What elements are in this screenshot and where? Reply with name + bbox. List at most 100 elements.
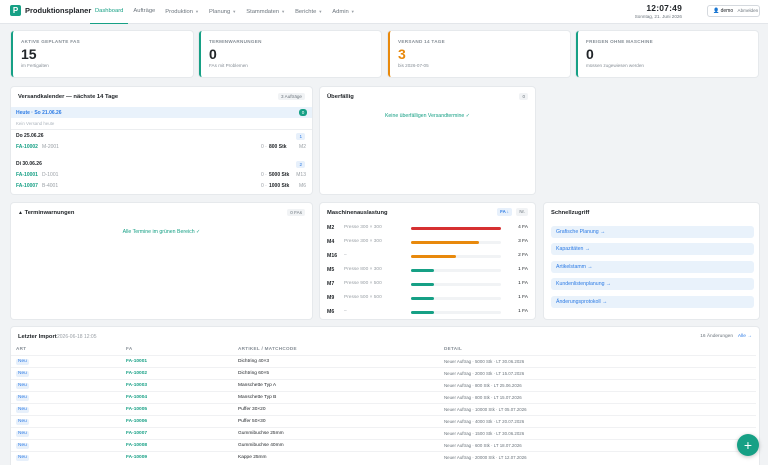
quick-link-kundenlistenplanung[interactable]: Kundenlistenplanung → (551, 278, 754, 290)
table-row[interactable]: Neu FA-10002 Dichtring 60×5 Neuer Auftrag ·… (11, 367, 756, 379)
table-row[interactable]: Neu FA-10001 Dichtring 40×3 Neuer Auftrag ·… (11, 355, 756, 367)
import-date: 2026-06-18 12:05 (57, 334, 97, 340)
machine-row[interactable]: M16 – 2 FA (320, 252, 535, 262)
machine-row[interactable]: M7 Presse 900 × 500 1 FA (320, 280, 535, 290)
fa-link[interactable]: FA-10008 (126, 443, 148, 448)
machine-row[interactable]: M4 Presse 300 × 300 3 FA (320, 238, 535, 248)
day-label: Di 30.06.26 (16, 161, 42, 167)
fa-link[interactable]: FA-10009 (126, 455, 148, 460)
article-code: B-4001 (42, 183, 59, 189)
overdue-card: Überfällig 0 Keine überfälligen Versandt… (320, 87, 535, 194)
nav-dashboard[interactable]: Dashboard (90, 0, 129, 24)
fa-link[interactable]: FA-10004 (126, 395, 148, 400)
table-row[interactable]: Neu FA-10008 Gummibuchse 40mm Neuer Auftrag… (11, 439, 756, 451)
card-title: Versandkalender — nächste 14 Tage (18, 94, 119, 100)
machine-count: 1 FA (518, 309, 528, 314)
fa-link[interactable]: FA-10001 (16, 172, 38, 178)
sort-by-nr-toggle[interactable]: Nr. (516, 208, 528, 216)
today-empty: Kein Versand heute (16, 121, 55, 126)
fa-link[interactable]: FA-10005 (126, 407, 148, 412)
clock-time: 12:07:49 (646, 3, 682, 13)
machine-row[interactable]: M5 Presse 800 × 300 1 FA (320, 266, 535, 276)
quick-link-aenderungsprotokoll[interactable]: Änderungsprotokoll → (551, 296, 754, 308)
machine-row[interactable]: M6 – 1 FA (320, 308, 535, 318)
nav-label: Berichte (295, 9, 317, 15)
warning-icon: ▲ (18, 210, 23, 216)
nav-admin[interactable]: Admin ▼ (327, 0, 359, 24)
kpi-terminwarnungen: TERMINWARNUNGEN 0 FAs mit Problemen (199, 31, 381, 77)
kpi-value: 15 (21, 46, 37, 62)
shipment-row[interactable]: FA-10001 D-1001 0 · 5000 Stk M13 (11, 172, 312, 182)
day-count: 1 (296, 133, 305, 140)
quick-link-kapazitaeten[interactable]: Kapazitäten → (551, 243, 754, 255)
table-row[interactable]: Neu FA-10007 Gummibuchse 25mm Neuer Auftrag… (11, 427, 756, 439)
day-count: 2 (296, 161, 305, 168)
count-badge: 3 Aufträge (278, 93, 305, 100)
load-bar (411, 255, 456, 258)
qty-prefix: 0 · (261, 172, 267, 178)
fa-link[interactable]: FA-10006 (126, 419, 148, 424)
fa-link[interactable]: FA-10002 (126, 371, 148, 376)
chevron-down-icon: ▼ (232, 9, 237, 14)
table-row[interactable]: Neu FA-10005 Puffer 30×20 Neuer Auftrag · 1… (11, 403, 756, 415)
article-name: Kappe 25mm (238, 455, 267, 460)
load-bar (411, 269, 434, 272)
detail-text: Neuer Auftrag · 5000 Stk · LT 30.06.2026 (444, 359, 525, 364)
kpi-value: 0 (209, 46, 217, 62)
quick-link-artikelstamm[interactable]: Artikelstamm → (551, 261, 754, 273)
kpi-sub: bis 2026-07-05 (398, 63, 429, 68)
kpi-sub: FAs mit Problemen (209, 63, 248, 68)
table-row[interactable]: Neu FA-10003 Manschette Typ A Neuer Auftrag… (11, 379, 756, 391)
fa-link[interactable]: FA-10007 (16, 183, 38, 189)
qty-prefix: 0 · (261, 183, 267, 189)
table-row[interactable]: Neu FA-10004 Manschette Typ B Neuer Auftrag… (11, 391, 756, 403)
table-row[interactable]: Neu FA-10006 Puffer 50×30 Neuer Auftrag · 4… (11, 415, 756, 427)
main-nav: Dashboard Aufträge Produktion ▼ Planung ▼ … (90, 0, 360, 24)
nav-produktion[interactable]: Produktion ▼ (160, 0, 204, 24)
add-button[interactable]: + (737, 434, 759, 456)
machine-row[interactable]: M2 Presse 300 × 300 4 FA (320, 224, 535, 234)
quick-link-grafische-planung[interactable]: Grafische Planung → (551, 226, 754, 238)
user-name: demo (720, 8, 734, 14)
logout-link[interactable]: Abmelden (737, 8, 759, 13)
sort-by-fa-toggle[interactable]: FA ↓ (497, 208, 512, 216)
nav-berichte[interactable]: Berichte ▼ (290, 0, 327, 24)
load-bar (411, 241, 479, 244)
kpi-active-fas: AKTIVE GEPLANTE FAS 15 im Fertigalten (11, 31, 193, 77)
article-code: D-1001 (42, 172, 59, 178)
load-bar (411, 297, 434, 300)
machine: M6 (299, 183, 306, 189)
fa-link[interactable]: FA-10003 (126, 383, 148, 388)
shipment-row[interactable]: FA-10002 M-2001 0 · 800 Stk M2 (11, 144, 312, 154)
load-bar-track (411, 283, 501, 286)
machine-id: M5 (327, 267, 335, 273)
article-name: Gummibuchse 25mm (238, 431, 284, 436)
fa-link[interactable]: FA-10002 (16, 144, 38, 150)
load-bar (411, 283, 434, 286)
type-badge: Neu (16, 359, 29, 365)
warnings-empty: Alle Termine im grünen Bereich ✓ (122, 229, 201, 235)
app-logo-icon[interactable]: P (10, 5, 21, 16)
fa-link[interactable]: FA-10001 (126, 359, 148, 364)
detail-text: Neuer Auftrag · 4000 Stk · LT 20.07.2026 (444, 419, 525, 424)
load-bar-track (411, 311, 501, 314)
app-title[interactable]: Produktionsplaner (25, 6, 92, 15)
nav-stammdaten[interactable]: Stammdaten ▼ (241, 0, 290, 24)
kpi-versand: VERSAND 14 TAGE 3 bis 2026-07-05 (388, 31, 570, 77)
card-title: Überfällig (327, 94, 354, 100)
machine-row[interactable]: M9 Presse 500 × 500 1 FA (320, 294, 535, 304)
machine-desc: Presse 900 × 500 (344, 281, 382, 286)
day-label: Do 25.06.26 (16, 133, 44, 139)
user-menu[interactable]: 👤 demo Abmelden (707, 5, 760, 17)
fa-link[interactable]: FA-10007 (126, 431, 148, 436)
machine-desc: Presse 500 × 500 (344, 295, 382, 300)
nav-label: Admin (332, 9, 349, 15)
nav-auftraege[interactable]: Aufträge (128, 0, 160, 24)
shipment-row[interactable]: FA-10007 B-4001 0 · 1000 Stk M6 (11, 183, 312, 193)
show-all-link[interactable]: Alle → (737, 334, 752, 339)
table-row[interactable]: Neu FA-10009 Kappe 25mm Neuer Auftrag · 200… (11, 451, 756, 463)
machine-count: 1 FA (518, 267, 528, 272)
col-header-fa: FA (126, 346, 133, 351)
machine-id: M9 (327, 295, 335, 301)
nav-planung[interactable]: Planung ▼ (204, 0, 241, 24)
